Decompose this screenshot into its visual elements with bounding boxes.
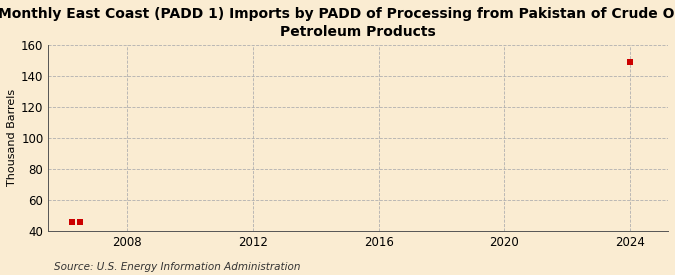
Y-axis label: Thousand Barrels: Thousand Barrels: [7, 89, 17, 186]
Title: Monthly East Coast (PADD 1) Imports by PADD of Processing from Pakistan of Crude: Monthly East Coast (PADD 1) Imports by P…: [0, 7, 675, 39]
Text: Source: U.S. Energy Information Administration: Source: U.S. Energy Information Administ…: [54, 262, 300, 272]
